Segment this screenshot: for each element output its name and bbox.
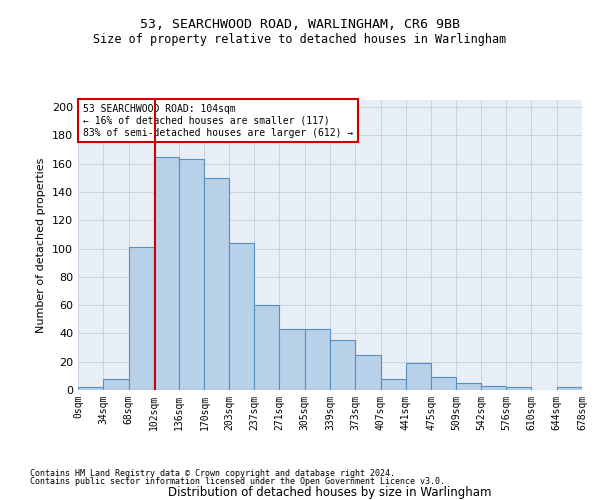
Bar (355, 354, 380, 390)
Text: 53 SEARCHWOOD ROAD: 104sqm
← 16% of detached houses are smaller (117)
83% of sem: 53 SEARCHWOOD ROAD: 104sqm ← 16% of deta… (83, 104, 353, 138)
Bar (179, 160, 205, 390)
Text: Size of property relative to detached houses in Warlingham: Size of property relative to detached ho… (94, 32, 506, 46)
Bar (557, 387, 582, 390)
X-axis label: Distribution of detached houses by size in Warlingham: Distribution of detached houses by size … (168, 486, 492, 498)
Bar (305, 329, 330, 390)
Bar (280, 329, 305, 390)
Text: 53, SEARCHWOOD ROAD, WARLINGHAM, CR6 9BB: 53, SEARCHWOOD ROAD, WARLINGHAM, CR6 9BB (140, 18, 460, 30)
Bar (229, 243, 254, 390)
Bar (254, 305, 280, 390)
Bar (406, 363, 431, 390)
Bar (103, 378, 128, 390)
Bar (481, 386, 506, 390)
Bar (380, 378, 406, 390)
Bar (582, 386, 600, 390)
Bar (128, 247, 154, 390)
Y-axis label: Number of detached properties: Number of detached properties (37, 158, 46, 332)
Bar (330, 340, 355, 390)
Bar (154, 156, 179, 390)
Bar (78, 387, 103, 390)
Text: Contains public sector information licensed under the Open Government Licence v3: Contains public sector information licen… (30, 477, 445, 486)
Bar (506, 387, 532, 390)
Bar (457, 383, 481, 390)
Bar (431, 378, 457, 390)
Bar (205, 178, 229, 390)
Text: Contains HM Land Registry data © Crown copyright and database right 2024.: Contains HM Land Registry data © Crown c… (30, 468, 395, 477)
